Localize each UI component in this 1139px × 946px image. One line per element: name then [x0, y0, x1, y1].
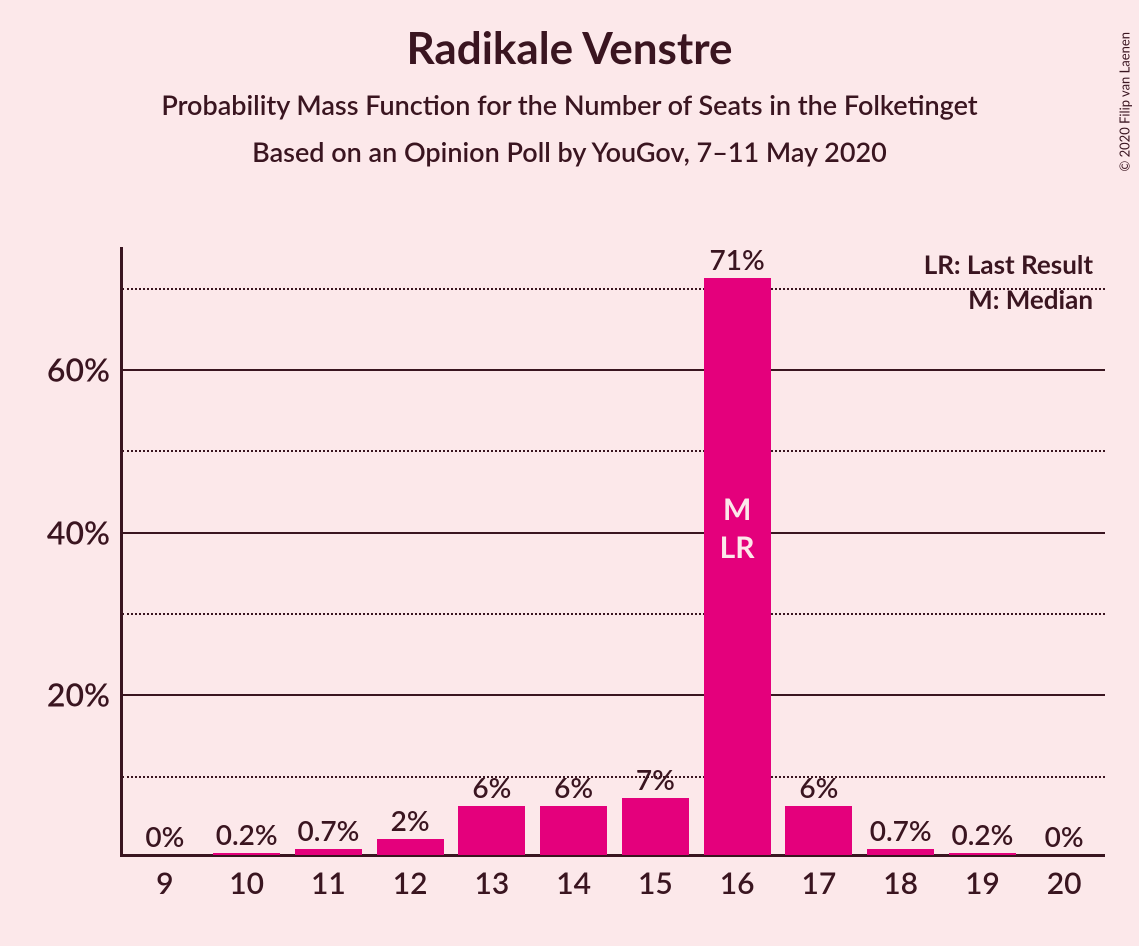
bar-value-label: 6%: [799, 770, 838, 804]
chart-area: 20%40%60% MLR 0%0.2%0.7%2%6%6%7%71%6%0.7…: [120, 247, 1105, 857]
x-tick-label: 18: [883, 865, 918, 901]
bar-value-label: 6%: [554, 770, 593, 804]
bar-value-label: 7%: [636, 762, 675, 796]
bar: [295, 849, 362, 855]
bar-value-label: 6%: [472, 770, 511, 804]
legend: LR: Last Result M: Median: [924, 247, 1093, 317]
bar-value-label: 71%: [710, 242, 765, 276]
y-tick-label: 40%: [47, 512, 110, 551]
grid-major-line: [122, 532, 1105, 534]
grid-minor-line: [122, 450, 1105, 452]
x-tick-label: 12: [393, 865, 428, 901]
copyright-label: © 2020 Filip van Laenen: [1117, 32, 1133, 172]
x-tick-label: 9: [156, 865, 173, 901]
grid-major-line: [122, 694, 1105, 696]
bar-value-label: 0.2%: [216, 817, 278, 851]
bar-value-label: 0.7%: [297, 813, 359, 847]
x-tick-label: 14: [556, 865, 591, 901]
bar: [785, 806, 852, 855]
x-tick-label: 10: [229, 865, 264, 901]
y-axis-line: [120, 247, 123, 857]
bar-value-label: 2%: [391, 803, 430, 837]
x-tick-label: 20: [1047, 865, 1082, 901]
bar: [213, 853, 280, 855]
in-bar-lr: LR: [720, 529, 755, 567]
bar-value-label: 0%: [145, 819, 184, 853]
bar: [377, 839, 444, 855]
legend-m: M: Median: [924, 282, 1093, 317]
bar: [540, 806, 607, 855]
chart-title: Radikale Venstre: [0, 22, 1139, 74]
y-tick-label: 60%: [47, 350, 110, 389]
grid-major-line: [122, 369, 1105, 371]
bar: [704, 278, 771, 855]
y-tick-label: 20%: [47, 675, 110, 714]
grid-minor-line: [122, 613, 1105, 615]
bar-value-label: 0.7%: [870, 813, 932, 847]
x-tick-label: 17: [801, 865, 836, 901]
grid-minor-line: [122, 776, 1105, 778]
x-tick-label: 13: [474, 865, 509, 901]
x-tick-label: 15: [638, 865, 673, 901]
x-tick-label: 19: [965, 865, 1000, 901]
bar: [949, 853, 1016, 855]
bar-value-label: 0%: [1045, 819, 1084, 853]
bar-value-label: 0.2%: [951, 817, 1013, 851]
x-tick-label: 16: [720, 865, 755, 901]
chart-subtitle-1: Probability Mass Function for the Number…: [0, 88, 1139, 121]
x-tick-label: 11: [311, 865, 346, 901]
bar: [867, 849, 934, 855]
bar: [622, 798, 689, 855]
legend-lr: LR: Last Result: [924, 247, 1093, 282]
bar: [458, 806, 525, 855]
chart-subtitle-2: Based on an Opinion Poll by YouGov, 7–11…: [0, 135, 1139, 168]
in-bar-marker: MLR: [720, 491, 755, 566]
in-bar-m: M: [720, 491, 755, 529]
